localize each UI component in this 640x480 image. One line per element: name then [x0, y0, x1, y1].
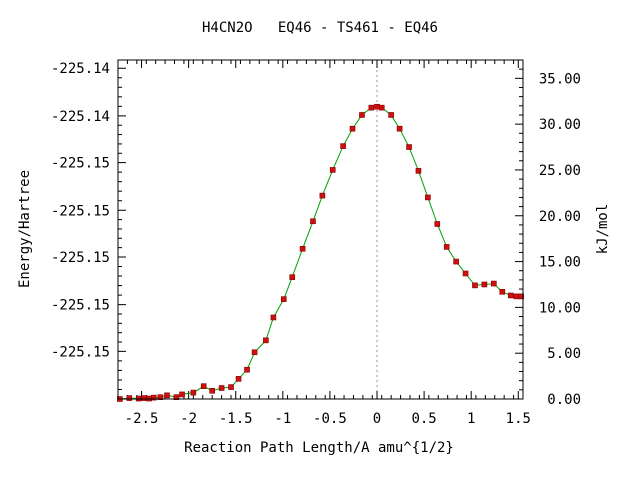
data-point	[415, 168, 422, 174]
left-tick-label: -225.15	[51, 298, 110, 314]
right-tick-label: 0.00	[547, 392, 581, 408]
data-point	[263, 337, 269, 344]
energy-curve	[119, 106, 522, 400]
right-tick-label: 5.00	[547, 346, 581, 362]
right-tick-label: 15.00	[539, 255, 581, 271]
data-point	[200, 383, 207, 389]
data-point	[289, 274, 296, 280]
y-axis-label-right: kJ/mol	[595, 204, 611, 255]
data-point	[499, 289, 506, 295]
right-tick-label: 25.00	[539, 163, 581, 179]
x-tick-label: 0	[373, 411, 381, 427]
data-point	[481, 281, 488, 288]
data-point	[396, 125, 403, 132]
data-point	[340, 143, 346, 149]
data-point	[406, 144, 412, 150]
left-tick-label: -225.15	[51, 156, 110, 172]
data-point	[157, 394, 164, 400]
left-tick-label: -225.15	[51, 203, 110, 219]
data-point	[299, 245, 306, 252]
data-point	[443, 244, 450, 250]
data-point	[513, 293, 520, 300]
right-axis-ticks: 0.00 5.00 10.00 15.00 20.00 25.00 30.00 35.00	[515, 68, 581, 408]
right-tick-label: 20.00	[539, 209, 581, 225]
y-axis-label-left: Energy/Hartree	[17, 170, 33, 288]
data-point	[310, 218, 316, 225]
plot-frame	[117, 59, 524, 400]
data-point	[141, 395, 148, 401]
x-tick-label: 0.5	[411, 411, 436, 427]
data-point	[453, 258, 459, 265]
data-point	[374, 103, 380, 110]
x-axis-label: Reaction Path Length/A amu^{1/2}	[184, 440, 454, 456]
left-tick-label: -225.15	[51, 250, 110, 266]
x-tick-label: -2.5	[125, 411, 159, 427]
x-tick-label: -0.5	[313, 411, 347, 427]
data-point	[434, 221, 441, 227]
left-tick-label: -225.15	[51, 344, 110, 360]
x-axis-ticks: -2.5 -2 -1.5 -1 -0.5 0 0.5 1 1.5	[117, 60, 531, 427]
data-point	[280, 296, 287, 302]
data-point	[388, 112, 394, 118]
data-point	[164, 392, 170, 399]
data-point	[425, 194, 431, 201]
data-point	[209, 387, 215, 394]
x-tick-label: -1	[274, 411, 291, 427]
data-point	[173, 394, 180, 400]
data-points	[117, 103, 524, 402]
data-point	[251, 349, 258, 356]
data-point	[472, 282, 478, 289]
left-tick-label: -225.14	[51, 109, 110, 125]
data-point	[270, 314, 277, 321]
data-point	[359, 112, 365, 118]
data-point	[126, 395, 133, 401]
data-point	[319, 192, 326, 199]
data-point	[518, 293, 524, 300]
data-point	[462, 270, 469, 277]
data-point	[368, 104, 375, 111]
right-tick-label: 10.00	[539, 300, 581, 316]
data-point	[150, 394, 157, 401]
data-point	[507, 292, 514, 299]
left-axis-ticks: -225.15 -225.15 -225.15 -225.15 -225.15 -225.…	[51, 61, 126, 400]
data-point	[378, 104, 385, 111]
x-tick-label: -2	[180, 411, 197, 427]
right-tick-label: 35.00	[539, 71, 581, 87]
data-point	[190, 389, 197, 396]
x-tick-label: 1	[467, 411, 475, 427]
data-point	[349, 125, 356, 132]
data-point	[179, 391, 185, 398]
x-tick-label: 1.5	[506, 411, 531, 427]
left-tick-label: -225.14	[51, 61, 110, 77]
chart-title: H4CN2O EQ46 - TS461 - EQ46	[202, 20, 438, 36]
data-point	[218, 385, 225, 391]
data-point	[235, 376, 242, 382]
data-point	[228, 384, 234, 390]
data-point	[244, 366, 250, 373]
right-tick-label: 30.00	[539, 117, 581, 133]
data-point	[329, 167, 336, 173]
data-point	[491, 280, 497, 287]
x-tick-label: -1.5	[219, 411, 253, 427]
